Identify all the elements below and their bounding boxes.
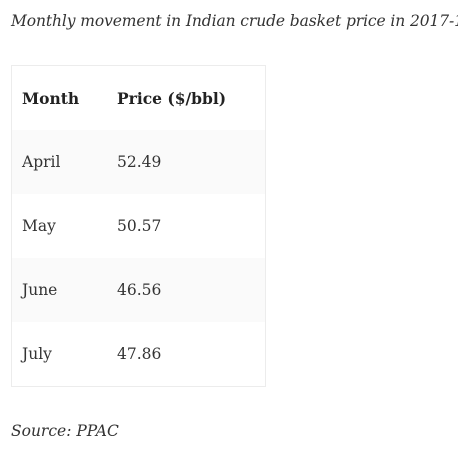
- table-row: July 47.86: [12, 322, 265, 386]
- table-row: April 52.49: [12, 130, 265, 194]
- table-row: May 50.57: [12, 194, 265, 258]
- price-cell: 47.86: [117, 345, 162, 363]
- header-price: Price ($/bbl): [117, 88, 227, 108]
- source-note: Source: PPAC: [11, 422, 119, 440]
- table-header-row: Month Price ($/bbl): [12, 66, 265, 130]
- header-month: Month: [22, 88, 80, 108]
- price-cell: 52.49: [117, 153, 162, 171]
- price-cell: 50.57: [117, 217, 162, 235]
- month-cell: May: [22, 217, 56, 235]
- month-cell: July: [22, 345, 52, 363]
- month-cell: April: [22, 153, 61, 171]
- price-table: Month Price ($/bbl) April 52.49 May 50.5…: [12, 66, 265, 386]
- price-cell: 46.56: [117, 281, 162, 299]
- month-cell: June: [22, 281, 58, 299]
- table-row: June 46.56: [12, 258, 265, 322]
- table-caption: Monthly movement in Indian crude basket …: [11, 12, 458, 30]
- price-table-container: Month Price ($/bbl) April 52.49 May 50.5…: [11, 65, 266, 387]
